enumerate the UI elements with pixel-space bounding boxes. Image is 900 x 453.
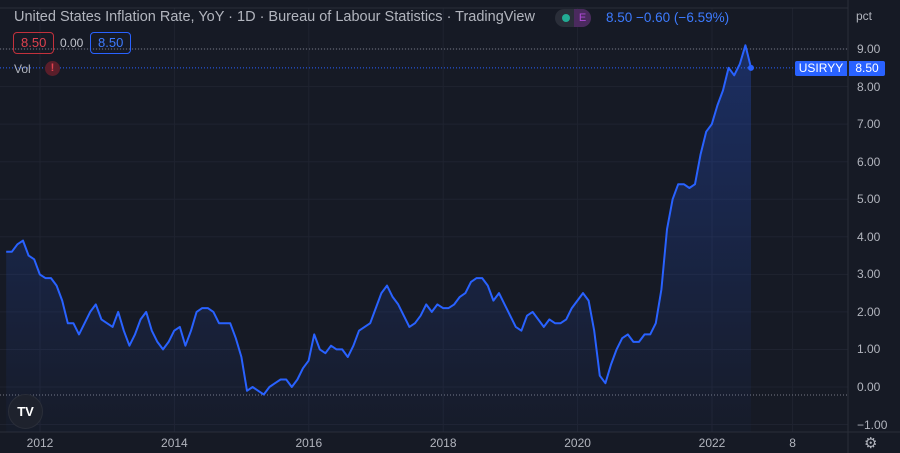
- y-tick-label: 8.00: [857, 79, 881, 94]
- chart-title: United States Inflation Rate, YoY · 1D ·…: [14, 9, 535, 25]
- price-tag: 8.50: [849, 61, 885, 76]
- last-point-marker: [747, 64, 754, 71]
- series-area: [6, 45, 751, 433]
- y-tick-label: 6.00: [857, 154, 881, 169]
- y-tick-label: −1.00: [857, 417, 888, 432]
- series-line: [6, 44, 752, 396]
- y-tick-label: 3.00: [857, 267, 881, 282]
- y-tick-label: 1.00: [857, 342, 881, 357]
- x-tick-label: 2022: [698, 436, 726, 450]
- quote-readout: 8.50 −0.60 (−6.59%): [606, 10, 730, 25]
- change-value: 0.00: [60, 36, 84, 50]
- open-badge: 8.50: [13, 32, 55, 54]
- symbol-tag: USIRYY: [795, 61, 847, 76]
- x-tick-label: 2018: [429, 436, 457, 450]
- y-axis-unit: pct: [856, 9, 873, 23]
- y-tick-label: 7.00: [857, 117, 881, 132]
- x-tick-label: 8: [789, 436, 796, 450]
- market-status-icon: [562, 14, 570, 22]
- y-tick-label: 2.00: [857, 304, 881, 319]
- x-tick-label: 2016: [295, 436, 323, 450]
- vol-label[interactable]: Vol: [14, 62, 31, 76]
- y-tick-label: 9.00: [857, 42, 881, 57]
- x-tick-label: 2020: [564, 436, 591, 450]
- settings-gear-icon[interactable]: ⚙: [864, 435, 878, 452]
- close-badge: 8.50: [90, 32, 132, 54]
- earnings-icon: E: [574, 9, 591, 27]
- tradingview-logo[interactable]: TV: [8, 394, 43, 429]
- x-tick-label: 2012: [26, 436, 54, 450]
- x-tick-label: 2014: [161, 436, 188, 450]
- y-tick-label: 0.00: [857, 380, 881, 394]
- status-pill[interactable]: E: [555, 9, 591, 27]
- warning-icon[interactable]: !: [45, 61, 60, 76]
- y-tick-label: 5.00: [857, 192, 881, 207]
- y-tick-label: 4.00: [857, 229, 881, 244]
